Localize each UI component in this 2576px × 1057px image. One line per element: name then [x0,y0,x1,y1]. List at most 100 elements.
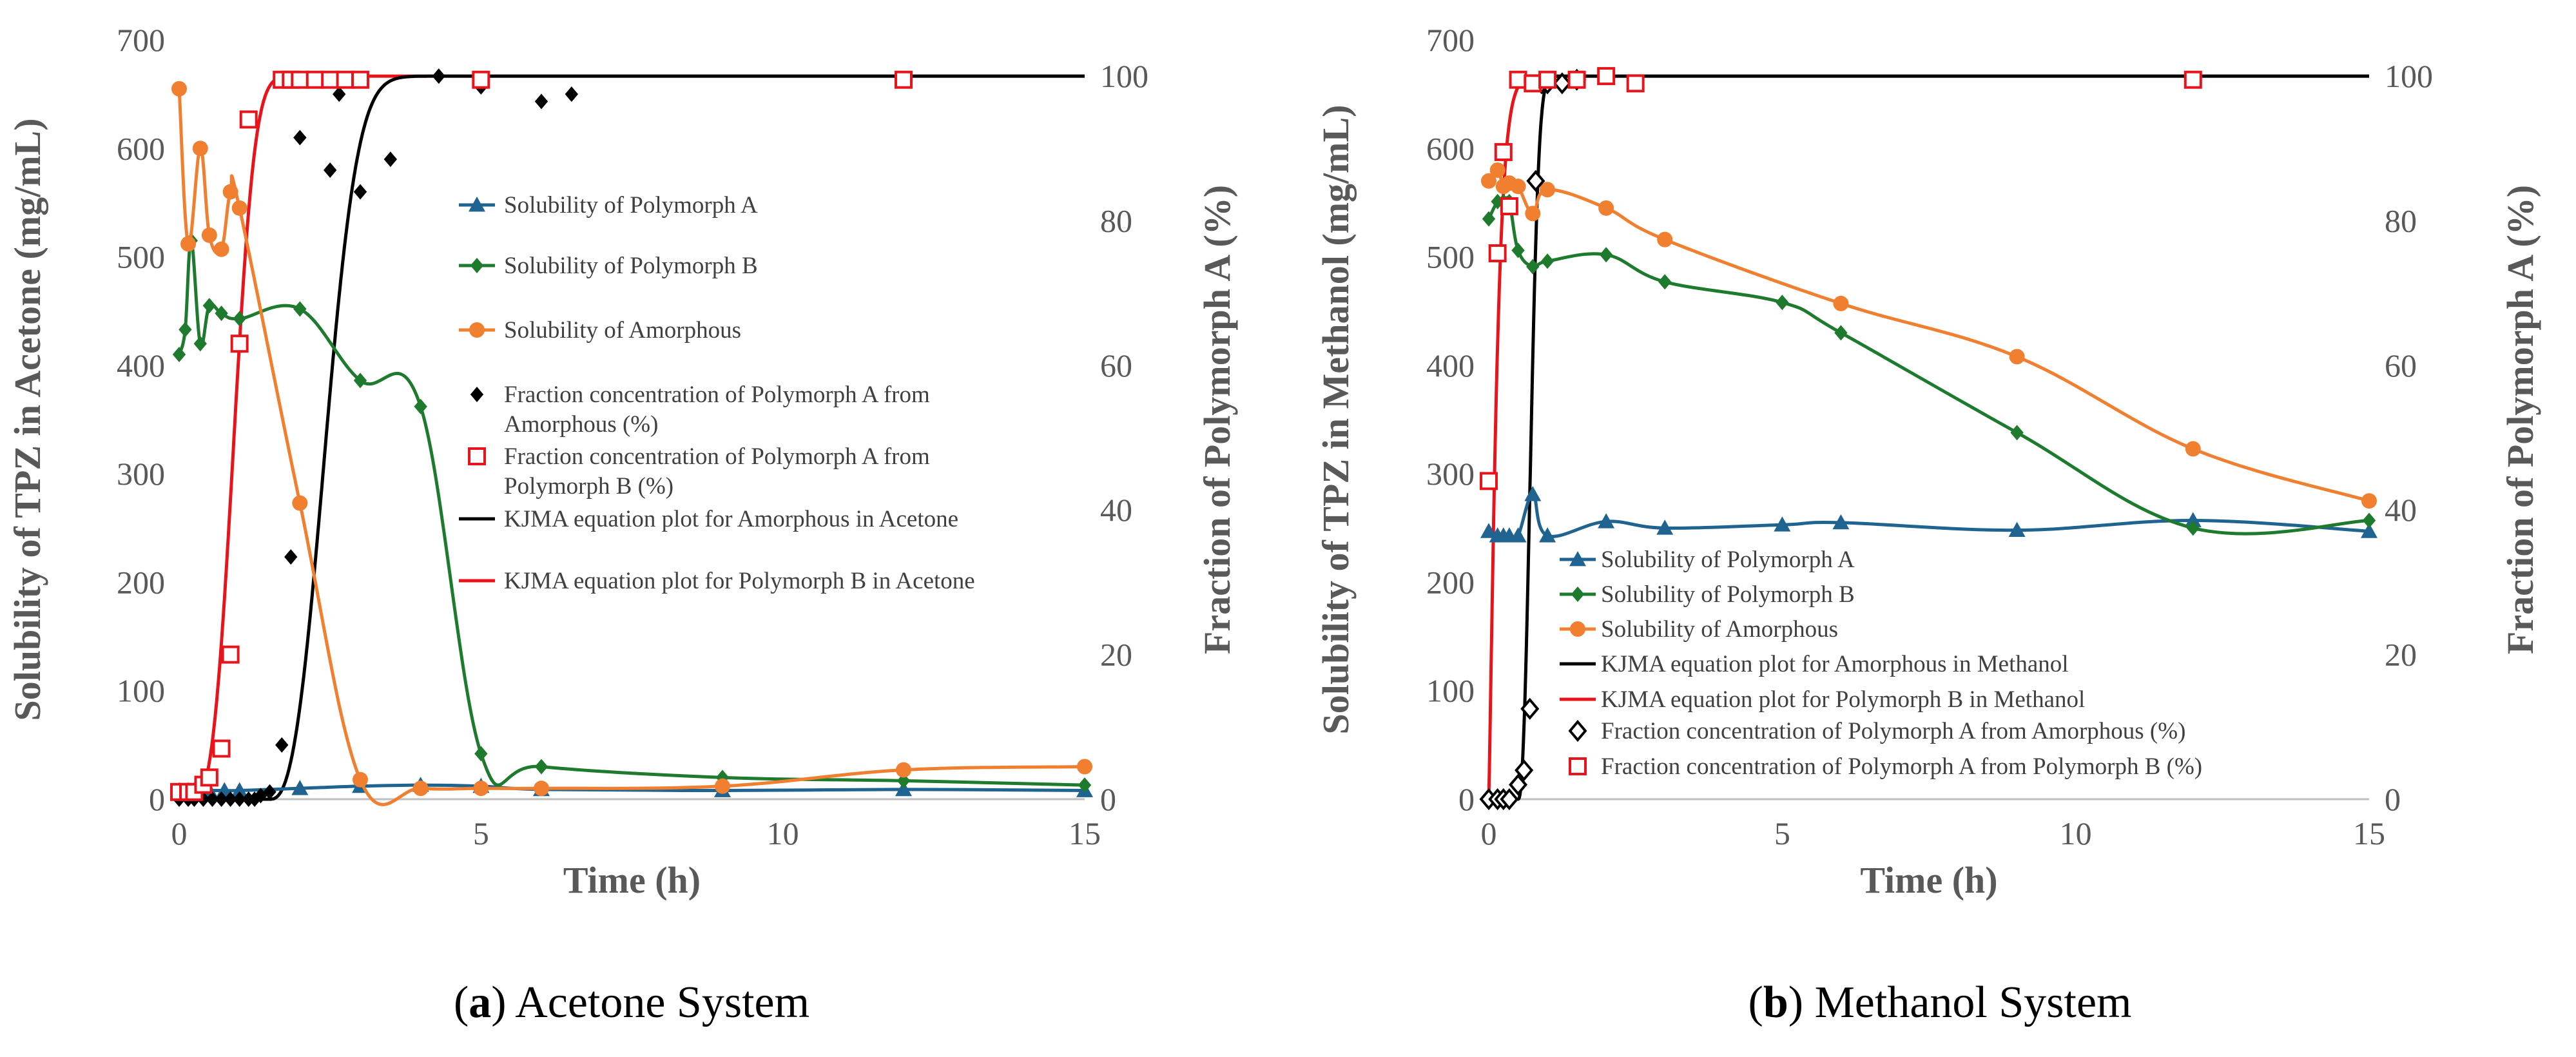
amorph-point [171,81,187,97]
polyB-point [1078,777,1092,793]
y-tick-label: 300 [117,456,165,492]
polyA-point [2184,512,2202,527]
y2-tick-label: 20 [1100,637,1132,673]
fracB-point [1494,142,1513,161]
amorph-point [1540,182,1556,198]
amorph-point [1657,231,1673,247]
x-tick-label: 0 [171,815,188,851]
polyB-point [1511,242,1525,258]
polyB-point [1599,247,1613,263]
amorph-point [192,141,208,157]
legend-label: Solubility of Amorphous [1601,616,1838,643]
legend-item-fracAm: Fraction concentration of Polymorph A fr… [1568,718,2185,744]
fracB-point [895,70,913,89]
fracB-point [472,70,490,89]
series-fracAm [172,68,579,807]
legend-label: KJMA equation plot for Amorphous in Meth… [1601,651,2069,677]
fracAm-point [284,549,298,565]
legend-item-kjmaAm: KJMA equation plot for Amorphous in Acet… [459,506,958,532]
amorph-point [222,184,238,200]
legend-item-polyB: Solubility of Polymorph B [459,253,758,279]
x-tick-label: 15 [2353,815,2385,851]
series-polyB [172,233,1092,793]
fracAm-point [1515,759,1534,782]
fracAm-point [263,784,276,800]
series-kjmaAm [179,74,1085,801]
panel-b-methanol: 0 100 200 300 400 500 600 700 0 20 40 60 80 100 0 5 10 15… [1315,22,2541,1027]
amorph-point [2185,441,2201,457]
amorph-point [473,781,489,797]
fracB-point [1538,70,1557,89]
polyA-point [291,780,309,795]
polyB-point [1526,258,1540,275]
polyB-point [353,373,367,389]
caption-text: Methanol System [1803,978,2131,1027]
fracAm-point [1553,72,1572,95]
y-tick-label: 400 [117,347,165,383]
fracAm-point [565,86,579,102]
y-tick-label: 0 [1458,781,1475,817]
polyB-point [2186,520,2200,536]
amorph-point [180,236,197,252]
polyB-point [215,305,228,322]
legend-label: Solubility of Polymorph A [1601,547,1855,573]
caption-paren-open: ( [454,978,469,1027]
amorph-point [534,781,549,797]
legend-marker [469,322,485,338]
fracAm-point [215,791,228,807]
fracAm-point [206,791,219,807]
fracB-point [200,768,218,787]
caption-label: b [1763,978,1788,1027]
fracAm-point [293,130,307,146]
polyB-point [474,746,488,762]
y-tick-label: 500 [117,239,165,275]
fracAm-point [1520,697,1540,720]
fracAm-point [1500,788,1519,811]
amorph-point [201,227,217,243]
amorph-point [896,762,911,778]
polyA-point [2008,521,2026,538]
polyA-point [1524,486,1542,501]
legend-marker [470,258,484,273]
legend-label: KJMA equation plot for Polymorph B in Ac… [504,568,975,594]
legend-item-fracB: Fraction concentration of Polymorph A fr… [468,443,930,499]
legend-item-amorph: Solubility of Amorphous [1560,616,1838,643]
amorph-point [1077,759,1092,775]
amorph-point [715,778,730,794]
legend-item-fracB: Fraction concentration of Polymorph A fr… [1569,753,2202,780]
amorph-point [2009,349,2025,365]
y-tick-label: 100 [1426,673,1475,709]
series-fracB [1480,67,2202,490]
legend: Solubility of Polymorph A Solubility of P… [1560,547,2202,780]
polyA-point [1539,527,1556,543]
amorph-point [1833,295,1849,311]
kjmaAm-curve [179,74,1085,801]
y-axis-label: Solubility of TPZ in Methanol (mg/mL) [1315,105,1357,735]
series-amorph [171,81,1092,806]
fracAm-point [353,184,367,200]
fracB-point [239,110,258,129]
fracAm-point [275,737,289,753]
caption-paren-open: ( [1748,978,1763,1027]
legend-item-polyB: Solubility of Polymorph B [1560,581,1855,608]
legend-label: Solubility of Polymorph B [1601,581,1855,608]
caption-text: Acetone System [507,978,809,1027]
amorph-point [213,241,229,257]
legend-marker [468,447,486,465]
plot-area [1479,67,2377,811]
amorph-point [2361,493,2377,509]
polyB-point [172,347,186,363]
legend-label: Polymorph B (%) [504,473,673,499]
polyB-point [293,301,307,317]
legend-item-kjmaAm: KJMA equation plot for Amorphous in Meth… [1560,651,2069,677]
x-axis-label: Time (h) [1860,859,1997,901]
polyB-point [1482,211,1496,227]
polyA-point [2361,523,2377,538]
legend-label: Solubility of Polymorph A [504,192,758,218]
series-kjmaB [179,74,1085,801]
polyA-point [1480,523,1497,538]
polyB-point [193,336,207,352]
caption-paren-close: ) [491,978,506,1027]
series-polyA [1480,486,2377,543]
legend-label: Fraction concentration of Polymorph A fr… [1601,753,2202,780]
